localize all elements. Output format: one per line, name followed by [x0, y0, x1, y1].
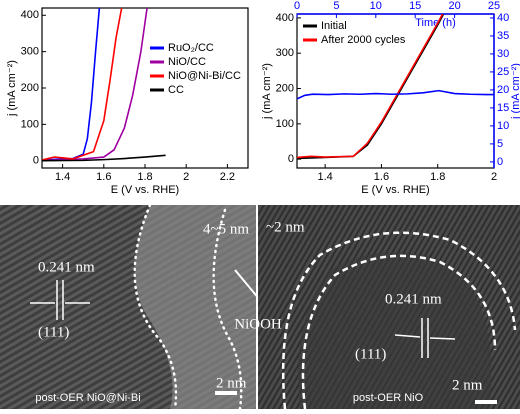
x-axis-label: E (V vs. RHE) [111, 184, 179, 196]
label: 0.241 nm [38, 259, 95, 275]
plot-area [42, 8, 166, 162]
legend-label: CC [168, 84, 184, 96]
y-tick-label: 400 [21, 9, 39, 21]
label: (111) [355, 346, 386, 362]
x2-tick-label: 10 [370, 0, 382, 12]
y2-tick-label: 5 [497, 138, 503, 150]
label: 4~5 nm [203, 221, 249, 237]
y2-tick-label: 15 [497, 102, 509, 114]
y2-tick-label: 20 [497, 84, 509, 96]
y-tick-label: 400 [276, 12, 294, 24]
label: ~2 nm [266, 219, 305, 235]
label: post-OER NiO [353, 392, 424, 404]
legend-label: RuO₂/CC [168, 42, 214, 54]
y-tick-label: 300 [276, 47, 294, 59]
y-tick-label: 100 [276, 118, 294, 130]
y2-tick-label: 10 [497, 120, 509, 132]
x-tick-label: 1.4 [317, 171, 332, 183]
x-tick-label: 1.6 [96, 171, 111, 183]
y-axis-label: j (mA cm⁻²) [261, 63, 273, 120]
x-tick-label: 2.2 [220, 171, 235, 183]
y-tick-label: 100 [21, 118, 39, 130]
x2-tick-label: 0 [294, 0, 300, 12]
y2-tick-label: 30 [497, 48, 509, 60]
y2-tick-label: 40 [497, 12, 509, 24]
label: 0.241 nm [385, 291, 442, 307]
x2-tick-label: 25 [488, 0, 500, 12]
y2-tick-label: 25 [497, 66, 509, 78]
series-line [297, 14, 444, 159]
x-tick-label: 1.6 [374, 171, 389, 183]
legend-label: NiO@Ni-Bi/CC [168, 70, 241, 82]
x2-tick-label: 15 [409, 0, 421, 12]
tem-left [0, 203, 261, 411]
y-axis-label: j (mA cm⁻²) [6, 60, 18, 117]
y-tick-label: 200 [276, 82, 294, 94]
x-axis-label: E (V vs. RHE) [361, 184, 429, 196]
label: post-OER NiO@Ni-Bi [35, 392, 140, 404]
legend-label: NiO/CC [168, 56, 206, 68]
label: (111) [38, 324, 69, 340]
series-line [42, 154, 166, 162]
y-tick-label: 200 [21, 82, 39, 94]
x2-axis-label: Time (h) [415, 17, 456, 29]
label: 2 nm [452, 377, 483, 393]
y-tick-label: 300 [21, 46, 39, 58]
y2-axis-label: j (mA cm⁻²) [510, 63, 520, 120]
tem-right [258, 205, 520, 410]
x-tick-label: 1.4 [55, 171, 70, 183]
x-tick-label: 1.8 [430, 171, 445, 183]
legend-label: After 2000 cycles [321, 34, 406, 46]
x-tick-label: 2 [491, 171, 497, 183]
y2-tick-label: 35 [497, 30, 509, 42]
series-line [297, 89, 494, 100]
label: NiOOH [234, 316, 282, 332]
plot-area [297, 14, 494, 160]
series-line [42, 8, 101, 161]
x-tick-label: 1.8 [137, 171, 152, 183]
x2-tick-label: 20 [448, 0, 460, 12]
series-line [42, 8, 123, 161]
plot-frame [41, 7, 249, 169]
y-tick-label: 0 [33, 155, 39, 167]
x2-tick-label: 5 [333, 0, 339, 12]
x-tick-label: 2 [183, 171, 189, 183]
series-line [42, 8, 148, 162]
y-tick-label: 0 [288, 153, 294, 165]
label: 2 nm [216, 375, 247, 391]
legend-label: Initial [321, 20, 347, 32]
y2-tick-label: 0 [497, 156, 503, 168]
